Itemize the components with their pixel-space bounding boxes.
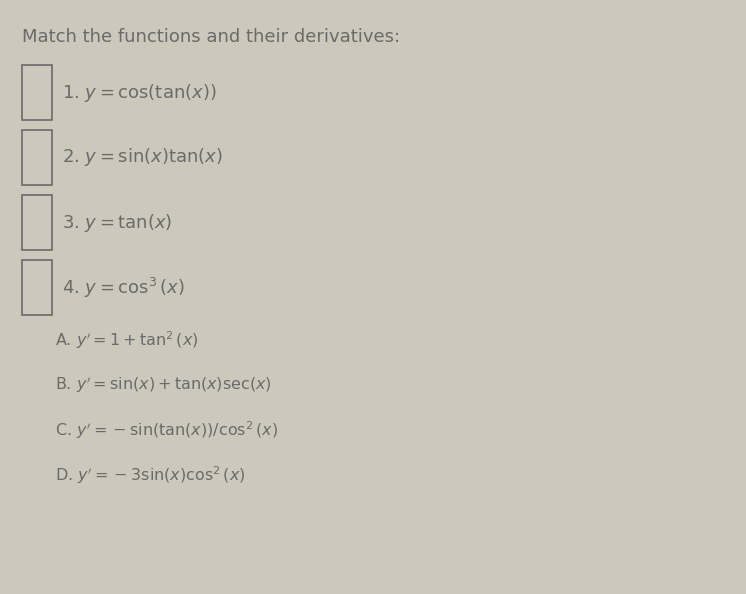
Bar [22,195,52,250]
Text: 1. $y = \cos(\tan(x))$: 1. $y = \cos(\tan(x))$ [62,81,216,103]
Text: Match the functions and their derivatives:: Match the functions and their derivative… [22,28,400,46]
Bar [22,260,52,315]
Bar [22,65,52,120]
Text: D. $y' = -3\sin(x)\cos^2(x)$: D. $y' = -3\sin(x)\cos^2(x)$ [55,464,245,486]
Text: C. $y' = -\sin(\tan(x))/\cos^2(x)$: C. $y' = -\sin(\tan(x))/\cos^2(x)$ [55,419,278,441]
Bar [22,130,52,185]
Text: B. $y' = \sin(x) + \tan(x)\sec(x)$: B. $y' = \sin(x) + \tan(x)\sec(x)$ [55,375,272,395]
Text: A. $y' = 1 + \tan^2(x)$: A. $y' = 1 + \tan^2(x)$ [55,329,198,351]
Text: 2. $y = \sin(x)\tan(x)$: 2. $y = \sin(x)\tan(x)$ [62,147,223,169]
Text: 4. $y = \cos^3(x)$: 4. $y = \cos^3(x)$ [62,276,185,299]
Text: 3. $y = \tan(x)$: 3. $y = \tan(x)$ [62,211,172,233]
